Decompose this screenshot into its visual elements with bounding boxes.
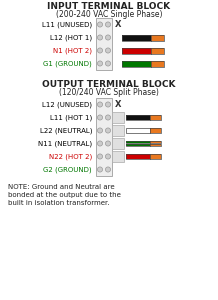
Text: L11 (HOT 1): L11 (HOT 1) [50, 114, 92, 121]
Bar [126, 154, 150, 159]
Bar [96, 98, 112, 176]
Bar [126, 128, 161, 133]
Text: X: X [115, 20, 121, 29]
Text: N22 (HOT 2): N22 (HOT 2) [49, 153, 92, 160]
Bar [151, 61, 164, 67]
Text: N1 (HOT 2): N1 (HOT 2) [53, 47, 92, 54]
Text: INPUT TERMINAL BLOCK: INPUT TERMINAL BLOCK [48, 2, 170, 11]
Circle shape [106, 141, 111, 146]
Circle shape [106, 115, 111, 120]
Circle shape [97, 35, 102, 40]
Circle shape [97, 154, 102, 159]
Circle shape [106, 48, 111, 53]
Bar [96, 18, 112, 70]
Circle shape [106, 167, 111, 172]
Bar [126, 115, 150, 120]
Bar [112, 151, 124, 162]
Bar [150, 144, 161, 146]
Bar [122, 61, 151, 67]
Text: G1 (GROUND): G1 (GROUND) [43, 60, 92, 67]
Text: X: X [115, 100, 121, 109]
Circle shape [106, 154, 111, 159]
Bar [112, 112, 124, 123]
Text: (200-240 VAC Single Phase): (200-240 VAC Single Phase) [56, 10, 162, 19]
Bar [122, 47, 151, 53]
Bar [112, 125, 124, 136]
Bar [126, 144, 150, 146]
Text: G2 (GROUND): G2 (GROUND) [43, 166, 92, 173]
Text: N11 (NEUTRAL): N11 (NEUTRAL) [38, 140, 92, 147]
Bar [126, 144, 161, 146]
Circle shape [106, 22, 111, 27]
Bar [122, 34, 151, 40]
Circle shape [97, 48, 102, 53]
Bar [150, 141, 161, 143]
Circle shape [106, 35, 111, 40]
Circle shape [97, 61, 102, 66]
Bar [122, 47, 164, 53]
Circle shape [97, 128, 102, 133]
Circle shape [106, 128, 111, 133]
Circle shape [106, 61, 111, 66]
Circle shape [97, 102, 102, 107]
Bar [126, 141, 150, 143]
Text: L12 (HOT 1): L12 (HOT 1) [50, 34, 92, 41]
Circle shape [97, 22, 102, 27]
Bar [126, 154, 161, 159]
Circle shape [97, 115, 102, 120]
Text: L11 (UNUSED): L11 (UNUSED) [42, 21, 92, 28]
Text: NOTE: Ground and Neutral are
bonded at the output due to the
built in isolation : NOTE: Ground and Neutral are bonded at t… [8, 184, 121, 206]
Bar [151, 34, 164, 40]
Circle shape [97, 167, 102, 172]
Bar [112, 138, 124, 149]
Circle shape [106, 102, 111, 107]
Bar [122, 61, 164, 67]
Text: L22 (NEUTRAL): L22 (NEUTRAL) [39, 127, 92, 134]
Bar [150, 115, 161, 120]
Bar [126, 128, 150, 133]
Bar [122, 34, 164, 40]
Bar [126, 115, 161, 120]
Text: OUTPUT TERMINAL BLOCK: OUTPUT TERMINAL BLOCK [42, 80, 176, 89]
Bar [151, 47, 164, 53]
Text: L12 (UNUSED): L12 (UNUSED) [42, 101, 92, 108]
Bar [126, 141, 161, 143]
Text: (120/240 VAC Split Phase): (120/240 VAC Split Phase) [59, 88, 159, 97]
Bar [150, 154, 161, 159]
Bar [150, 128, 161, 133]
Circle shape [97, 141, 102, 146]
